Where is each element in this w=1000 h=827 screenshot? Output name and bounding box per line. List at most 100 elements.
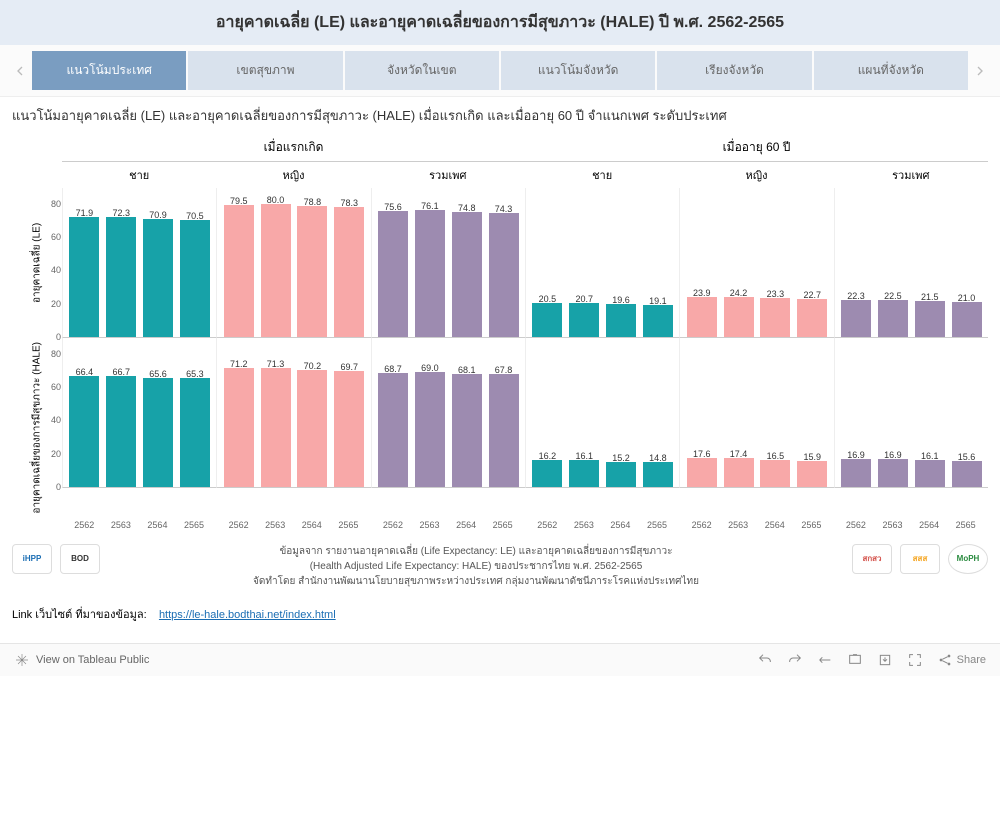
- bar[interactable]: 21.0: [951, 188, 982, 337]
- share-button[interactable]: Share: [937, 652, 986, 668]
- bar-value-label: 70.9: [149, 210, 167, 220]
- age-header: เมื่อแรกเกิด: [62, 134, 525, 162]
- source-link[interactable]: https://le-hale.bodthai.net/index.html: [159, 609, 336, 621]
- bar[interactable]: 15.2: [606, 338, 637, 487]
- bar-value-label: 24.2: [730, 288, 748, 298]
- bar-rect: [224, 205, 254, 338]
- tabs-next-button[interactable]: [968, 55, 992, 87]
- bar[interactable]: 17.6: [686, 338, 717, 487]
- bar[interactable]: 66.7: [106, 338, 137, 487]
- download-button[interactable]: [877, 652, 893, 668]
- bar[interactable]: 22.7: [797, 188, 828, 337]
- x-label: 2565: [639, 520, 676, 530]
- chart-panel: 23.9 24.2 23.322.7: [679, 188, 833, 338]
- bar[interactable]: 76.1: [414, 188, 445, 337]
- bar-rect: [69, 376, 99, 487]
- bar[interactable]: 15.6: [951, 338, 982, 487]
- chart-panel: 02040608066.466.765.665.3: [62, 338, 216, 488]
- bar-rect: [334, 207, 364, 338]
- tab-5[interactable]: แผนที่จังหวัด: [814, 51, 968, 90]
- x-label: 2563: [103, 520, 140, 530]
- bar-value-label: 16.2: [539, 451, 557, 461]
- view-tableau-button[interactable]: View on Tableau Public: [14, 652, 149, 668]
- bar[interactable]: 24.2: [723, 188, 754, 337]
- tab-1[interactable]: เขตสุขภาพ: [188, 51, 342, 90]
- chart-subtitle: แนวโน้มอายุคาดเฉลี่ย (LE) และอายุคาดเฉลี…: [0, 97, 1000, 134]
- tab-4[interactable]: เรียงจังหวัด: [657, 51, 811, 90]
- bar[interactable]: 23.3: [760, 188, 791, 337]
- tab-3[interactable]: แนวโน้มจังหวัด: [501, 51, 655, 90]
- bar-value-label: 15.9: [803, 452, 821, 462]
- bar[interactable]: 78.3: [334, 188, 365, 337]
- undo-icon: [757, 652, 773, 668]
- x-axis: 2562256325642565256225632564256525622563…: [62, 518, 988, 532]
- bar[interactable]: 74.8: [451, 188, 482, 337]
- bar[interactable]: 20.5: [532, 188, 563, 337]
- bar[interactable]: 15.9: [797, 338, 828, 487]
- undo-button[interactable]: [757, 652, 773, 668]
- bar[interactable]: 69.7: [334, 338, 365, 487]
- redo-button[interactable]: [787, 652, 803, 668]
- bar[interactable]: 79.5: [223, 188, 254, 337]
- footer-text: ข้อมูลจาก รายงานอายุคาดเฉลี่ย (Life Expe…: [116, 544, 836, 589]
- presentation-button[interactable]: [847, 652, 863, 668]
- bars: 71.9 72.3 70.9 70.5: [67, 188, 212, 337]
- bar[interactable]: 65.6: [143, 338, 174, 487]
- bar[interactable]: 78.8: [297, 188, 328, 337]
- bar-value-label: 15.2: [612, 453, 630, 463]
- bar[interactable]: 16.5: [760, 338, 791, 487]
- tabs-prev-button[interactable]: [8, 55, 32, 87]
- bar[interactable]: 66.4: [69, 338, 100, 487]
- bar[interactable]: 14.8: [642, 338, 673, 487]
- bar-rect: [687, 297, 717, 337]
- bar[interactable]: 16.1: [569, 338, 600, 487]
- tab-0[interactable]: แนวโน้มประเทศ: [32, 51, 186, 90]
- bar[interactable]: 68.1: [451, 338, 482, 487]
- bar[interactable]: 70.2: [297, 338, 328, 487]
- bar[interactable]: 19.1: [642, 188, 673, 337]
- bar-value-label: 68.1: [458, 365, 476, 375]
- bar[interactable]: 74.3: [488, 188, 519, 337]
- bar[interactable]: 71.2: [223, 338, 254, 487]
- bar-value-label: 72.3: [112, 208, 130, 218]
- reset-button[interactable]: [817, 652, 833, 668]
- bar[interactable]: 20.7: [569, 188, 600, 337]
- sex-header: ชาย: [525, 162, 679, 188]
- x-panel: 2562256325642565: [371, 518, 525, 532]
- panels: 02040608071.972.370.970.579.580.078.878.…: [62, 188, 988, 338]
- sex-header: รวมเพศ: [834, 162, 988, 188]
- bar[interactable]: 22.3: [841, 188, 872, 337]
- footer-line-2: (Health Adjusted Life Expectancy: HALE) …: [116, 559, 836, 574]
- bar[interactable]: 70.5: [179, 188, 210, 337]
- bar-value-label: 22.5: [884, 291, 902, 301]
- tab-2[interactable]: จังหวัดในเขต: [345, 51, 499, 90]
- bar[interactable]: 17.4: [723, 338, 754, 487]
- bar[interactable]: 80.0: [260, 188, 291, 337]
- bar[interactable]: 16.9: [877, 338, 908, 487]
- bar-rect: [452, 374, 482, 488]
- bar[interactable]: 72.3: [106, 188, 137, 337]
- bar-rect: [489, 374, 519, 487]
- bar[interactable]: 70.9: [143, 188, 174, 337]
- bar[interactable]: 23.9: [686, 188, 717, 337]
- bar[interactable]: 65.3: [179, 338, 210, 487]
- download-icon: [877, 652, 893, 668]
- bar[interactable]: 75.6: [378, 188, 409, 337]
- bar[interactable]: 19.6: [606, 188, 637, 337]
- bar[interactable]: 16.2: [532, 338, 563, 487]
- bar-rect: [878, 459, 908, 487]
- bar[interactable]: 68.7: [378, 338, 409, 487]
- bar[interactable]: 69.0: [414, 338, 445, 487]
- bar[interactable]: 22.5: [877, 188, 908, 337]
- fullscreen-button[interactable]: [907, 652, 923, 668]
- bar[interactable]: 16.9: [841, 338, 872, 487]
- bar[interactable]: 21.5: [914, 188, 945, 337]
- bar[interactable]: 67.8: [488, 338, 519, 487]
- bar[interactable]: 71.3: [260, 338, 291, 487]
- y-tick: 40: [51, 415, 61, 425]
- bar[interactable]: 16.1: [914, 338, 945, 487]
- x-label: 2564: [293, 520, 330, 530]
- sex-header: ชาย: [62, 162, 216, 188]
- chart-panel: 75.676.174.874.3: [371, 188, 525, 338]
- bar[interactable]: 71.9: [69, 188, 100, 337]
